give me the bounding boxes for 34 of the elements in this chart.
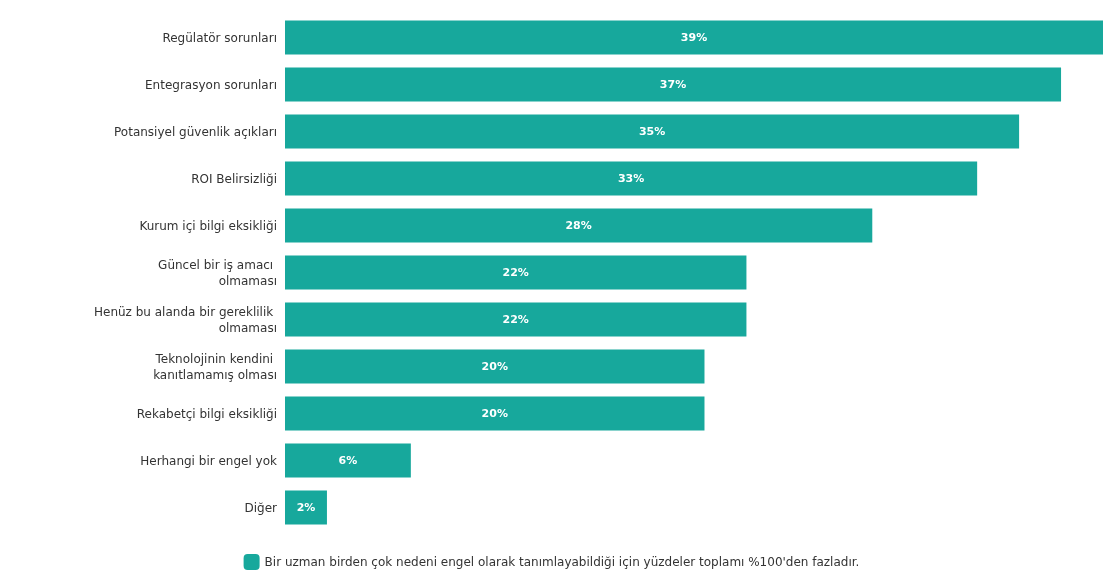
- data-label: 22%: [502, 313, 529, 326]
- data-label: 33%: [617, 172, 645, 185]
- y-tick-label: Entegrasyon sorunları: [145, 77, 277, 92]
- data-label: 37%: [659, 78, 687, 91]
- y-tick-label: Herhangi bir engel yok: [140, 453, 278, 468]
- bar: [285, 114, 1020, 149]
- bar: [285, 255, 747, 290]
- y-tick-label: Rekabetçi bilgi eksikliği: [136, 406, 277, 421]
- data-label: 39%: [680, 31, 708, 44]
- bar: [285, 20, 1103, 55]
- data-label: 20%: [481, 407, 508, 420]
- bar: [285, 443, 411, 478]
- y-tick-label: Kurum içi bilgi eksikliği: [139, 218, 277, 233]
- bar: [285, 302, 747, 337]
- data-label: 35%: [638, 125, 666, 138]
- data-label: 6%: [338, 454, 358, 467]
- bar: [285, 349, 705, 384]
- data-label: 20%: [481, 360, 508, 373]
- y-tick-label: Diğer: [244, 500, 278, 515]
- y-tick-label: Potansiyel güvenlik açıkları: [114, 124, 277, 139]
- y-tick-label: Henüz bu alanda bir gereklilik olmaması: [94, 304, 277, 335]
- data-label: 28%: [565, 219, 592, 232]
- legend-label: Bir uzman birden çok nedeni engel olarak tanımlayabildiği için yüzdeler toplamı %100'den fazladır.: [264, 555, 860, 569]
- bar: [285, 161, 978, 196]
- y-tick-label: Güncel bir iş amacı olmaması: [158, 257, 277, 288]
- y-tick-label: Regülatör sorunları: [162, 30, 277, 45]
- bar: [285, 67, 1062, 102]
- y-tick-label: ROI Belirsizliği: [191, 171, 277, 186]
- data-label: 2%: [296, 501, 316, 514]
- bar: [285, 490, 327, 525]
- y-tick-label: Teknolojinin kendini kanıtlamamış olması: [153, 351, 277, 382]
- bar: [285, 396, 705, 431]
- bar: [285, 208, 873, 243]
- data-label: 22%: [502, 266, 529, 279]
